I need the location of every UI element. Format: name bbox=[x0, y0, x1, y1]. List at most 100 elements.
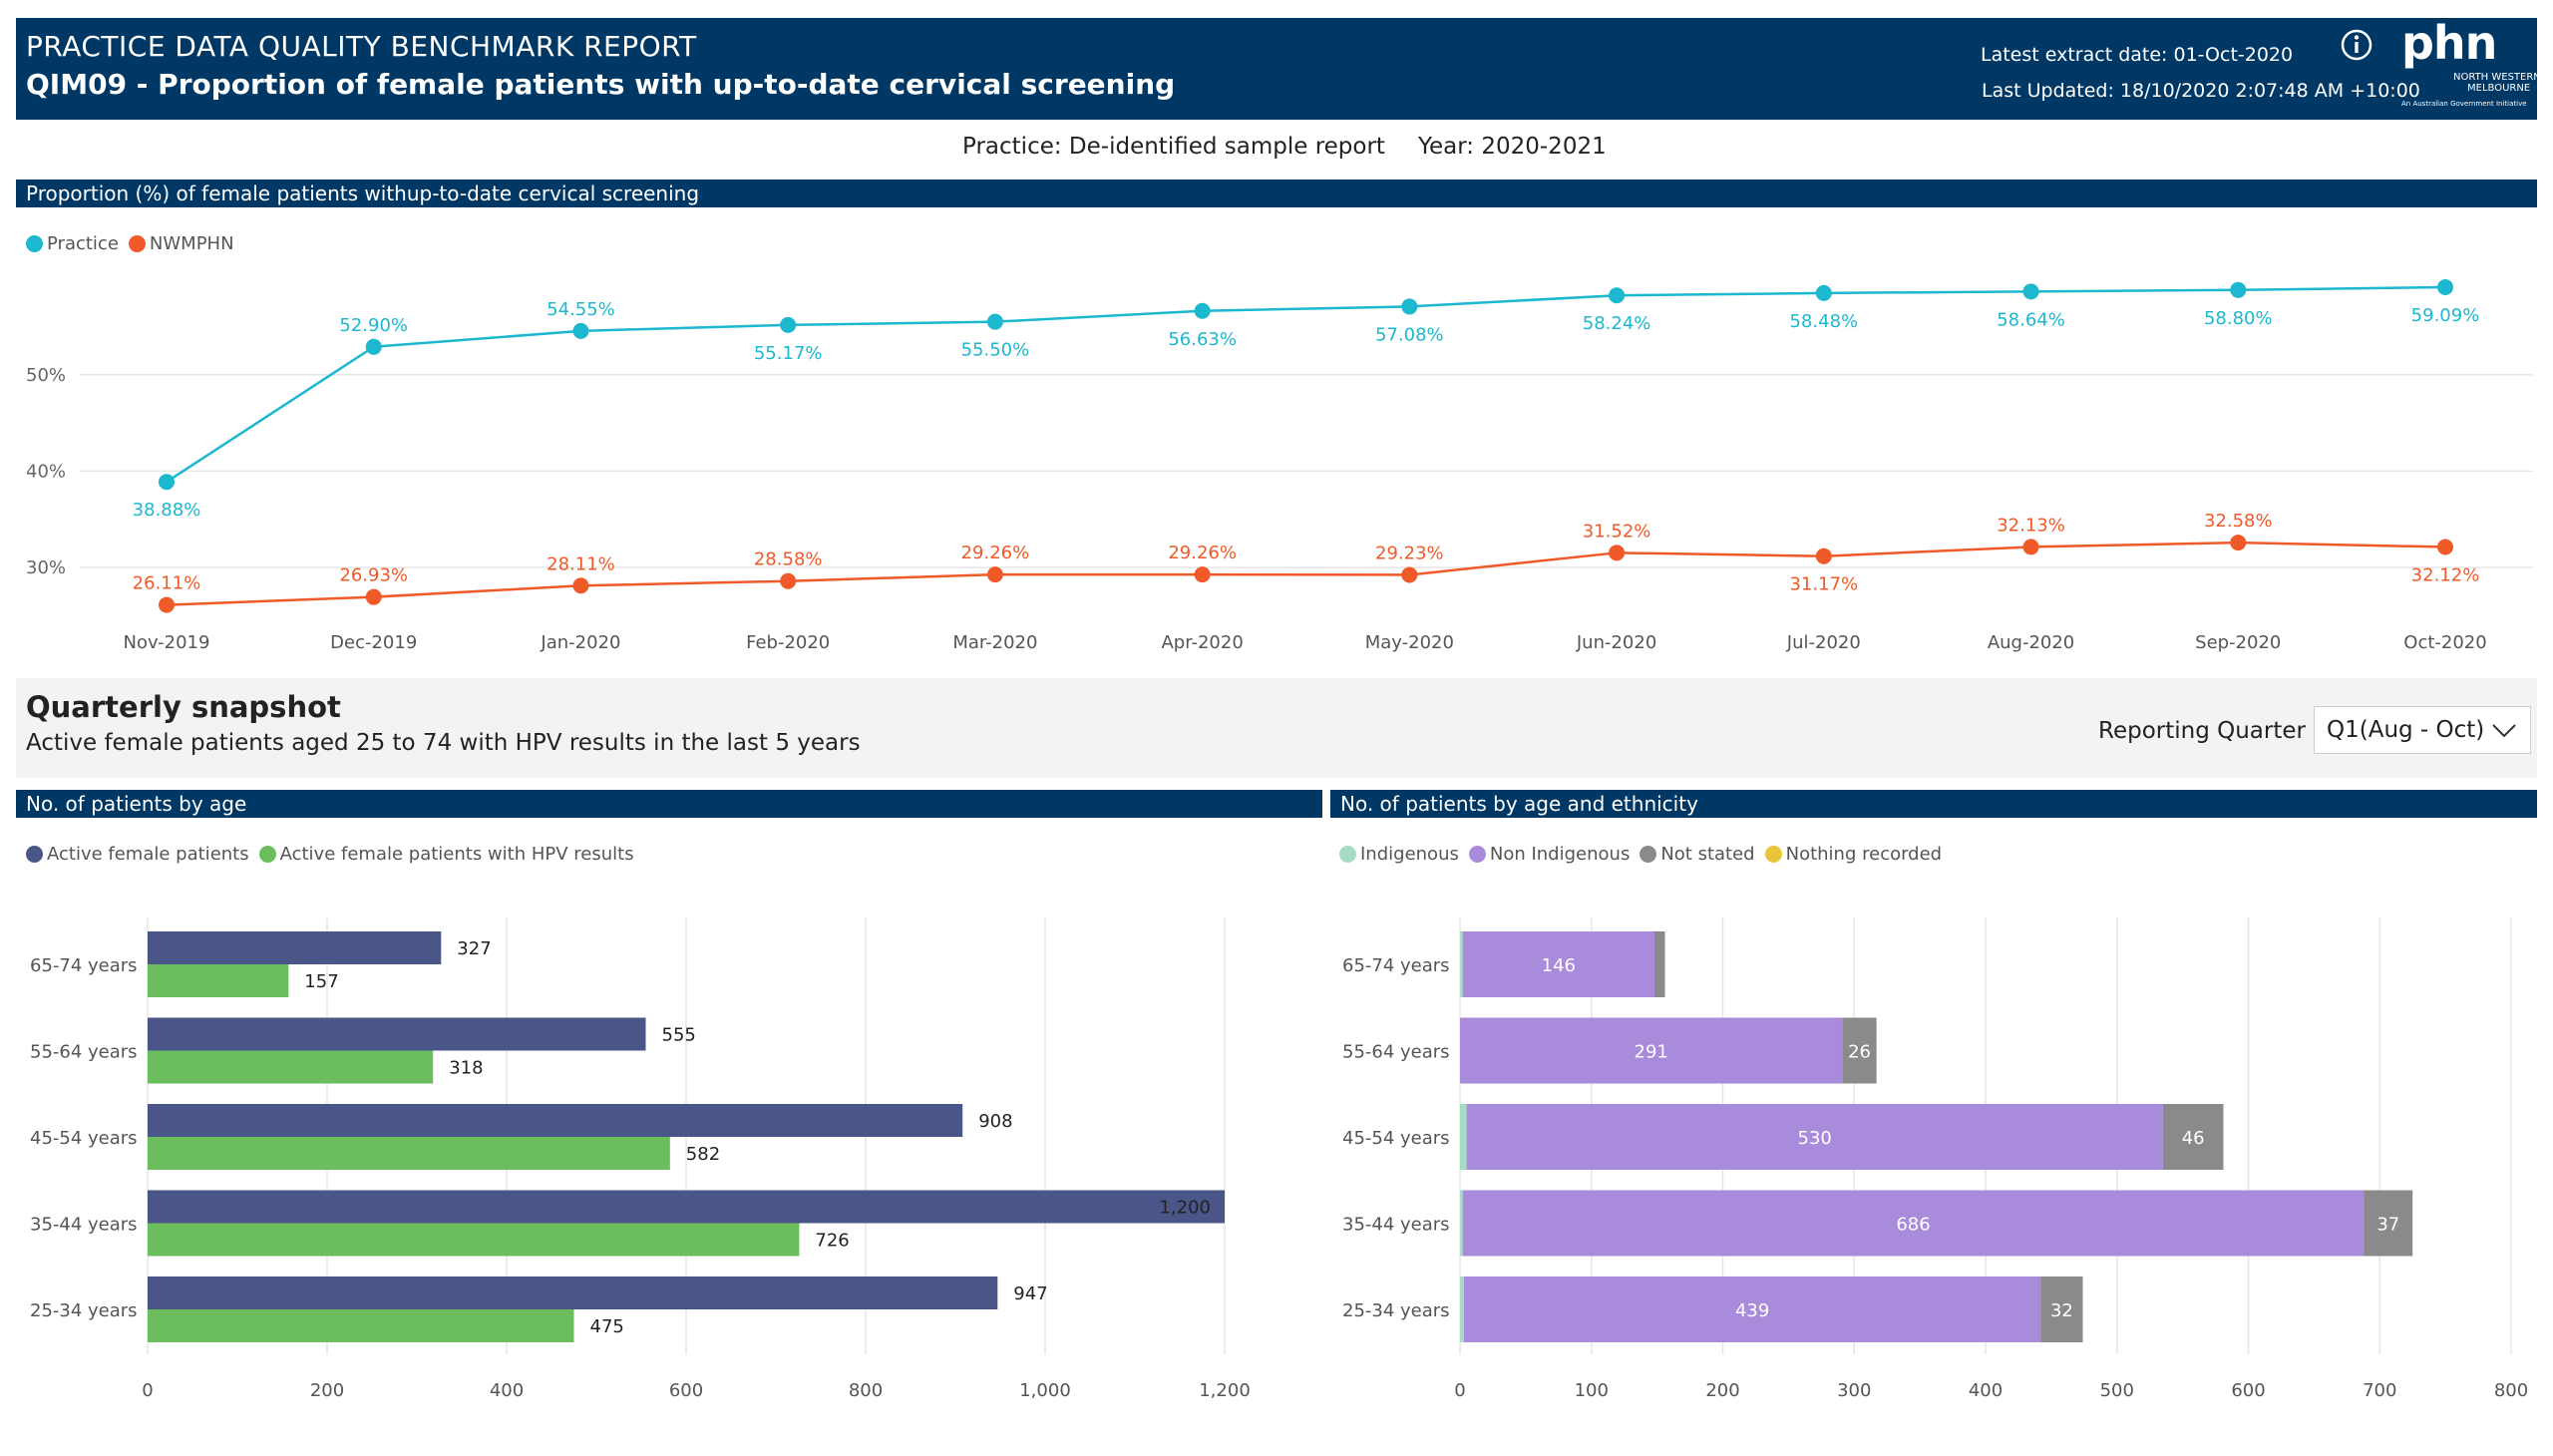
data-point bbox=[2022, 283, 2039, 300]
legend-active[interactable]: Active female patients bbox=[26, 844, 249, 865]
data-point bbox=[780, 572, 797, 589]
y-tick-label: 50% bbox=[26, 365, 66, 386]
bar-active bbox=[148, 1190, 1225, 1224]
legend-practice-label: Practice bbox=[47, 233, 119, 254]
last-updated: Last Updated: 18/10/2020 2:07:48 AM +10:… bbox=[1982, 80, 2420, 102]
eth-legend: Indigenous Non Indigenous Not stated Not… bbox=[1339, 844, 1952, 865]
data-point bbox=[572, 322, 589, 339]
bar-hpv bbox=[148, 1223, 800, 1257]
logo-line1: NORTH WESTERN bbox=[2453, 72, 2541, 83]
age-bar-chart: 0 200 400 600 800 1,000 1,200 65-74 years 327 157… bbox=[30, 917, 1251, 1401]
legend-indigenous-marker bbox=[1339, 846, 1356, 863]
legend-practice-marker bbox=[26, 235, 43, 252]
category-label: 25-34 years bbox=[30, 1300, 138, 1321]
bar-segment-not-stated bbox=[2162, 1104, 2224, 1170]
report-header: PRACTICE DATA QUALITY BENCHMARK REPORT Q… bbox=[16, 16, 2541, 120]
data-label: 582 bbox=[686, 1144, 720, 1165]
category-label: 65-74 years bbox=[1342, 955, 1450, 976]
x-tick-label: 0 bbox=[142, 1380, 153, 1401]
logo-tag: An Australian Government Initiative bbox=[2401, 100, 2527, 108]
data-label: 58.64% bbox=[1997, 309, 2065, 330]
category-label: 65-74 years bbox=[30, 955, 138, 976]
data-label: 908 bbox=[978, 1111, 1012, 1132]
x-tick-label: Mar-2020 bbox=[952, 632, 1037, 653]
data-point bbox=[780, 316, 797, 333]
legend-hpv[interactable]: Active female patients with HPV results bbox=[258, 844, 634, 865]
legend-active-marker bbox=[26, 846, 43, 863]
category-label: 55-64 years bbox=[30, 1042, 138, 1063]
legend-not-stated-label: Not stated bbox=[1660, 844, 1755, 865]
x-tick-label: 600 bbox=[2231, 1380, 2265, 1401]
data-label: 58.24% bbox=[1583, 313, 1651, 334]
bar-segment-non-indigenous bbox=[1460, 1017, 1843, 1084]
practice-label: Practice: De-identified sample report bbox=[962, 134, 1385, 160]
reporting-quarter-dropdown[interactable]: Q1(Aug - Oct) bbox=[2314, 706, 2531, 754]
x-tick-label: 1,000 bbox=[1019, 1380, 1071, 1401]
data-label: 26.11% bbox=[133, 573, 201, 594]
data-label: 38.88% bbox=[133, 500, 201, 521]
data-label: 32.12% bbox=[2411, 565, 2480, 586]
bar-segment-non-indigenous bbox=[1462, 1190, 2365, 1257]
data-label: 32.13% bbox=[1997, 515, 2065, 536]
data-point bbox=[365, 338, 382, 355]
data-label: 1,200 bbox=[1159, 1198, 1211, 1219]
legend-not-stated[interactable]: Not stated bbox=[1640, 844, 1755, 865]
legend-non-indigenous[interactable]: Non Indigenous bbox=[1468, 844, 1631, 865]
bar-active bbox=[148, 1017, 646, 1051]
x-tick-label: 700 bbox=[2363, 1380, 2396, 1401]
legend-indigenous-label: Indigenous bbox=[1360, 844, 1459, 865]
bar-hpv bbox=[148, 964, 289, 997]
legend-nothing-recorded[interactable]: Nothing recorded bbox=[1764, 844, 1942, 865]
x-tick-label: 800 bbox=[2494, 1380, 2528, 1401]
data-label: 29.26% bbox=[961, 543, 1030, 563]
bar-segment-non-indigenous bbox=[1463, 1276, 2041, 1342]
data-label: 58.80% bbox=[2204, 308, 2273, 329]
snapshot-title: Quarterly snapshot bbox=[26, 690, 341, 724]
data-point bbox=[1609, 287, 1626, 304]
reporting-quarter-value: Q1(Aug - Oct) bbox=[2327, 717, 2485, 743]
data-label: 32.58% bbox=[2204, 511, 2273, 532]
bar-segment-not-stated bbox=[2364, 1190, 2413, 1257]
legend-hpv-label: Active female patients with HPV results bbox=[279, 844, 634, 865]
data-point bbox=[1609, 545, 1626, 561]
x-tick-label: 200 bbox=[310, 1380, 344, 1401]
data-label: 686 bbox=[1896, 1215, 1930, 1236]
data-point bbox=[572, 577, 589, 594]
bar-active bbox=[148, 1104, 963, 1137]
data-label: 59.09% bbox=[2411, 305, 2480, 326]
data-point bbox=[1815, 547, 1832, 564]
snapshot-panel: Quarterly snapshot Active female patient… bbox=[16, 678, 2537, 778]
logo-text: phn bbox=[2401, 16, 2497, 70]
x-tick-label: Jun-2020 bbox=[1576, 632, 1656, 653]
data-point bbox=[2437, 539, 2453, 555]
series-line-nwmphn bbox=[166, 541, 2446, 606]
data-label: 439 bbox=[1735, 1300, 1769, 1321]
legend-not-stated-marker bbox=[1640, 846, 1657, 863]
bar-segment-non-indigenous bbox=[1462, 931, 1654, 997]
data-label: 726 bbox=[815, 1231, 849, 1252]
x-tick-label: Jan-2020 bbox=[540, 632, 620, 653]
trend-line-chart: 30% 40% 50% Nov-2019 Dec-2019 Jan-2020 Feb-202… bbox=[26, 278, 2533, 653]
data-label: 55.50% bbox=[961, 340, 1030, 361]
legend-nwmphn-label: NWMPHN bbox=[149, 233, 234, 254]
bar-segment-non-indigenous bbox=[1466, 1104, 2163, 1170]
age-legend: Active female patients Active female pat… bbox=[26, 844, 644, 865]
legend-non-indigenous-label: Non Indigenous bbox=[1489, 844, 1631, 865]
legend-nwmphn[interactable]: NWMPHN bbox=[128, 233, 234, 254]
legend-practice[interactable]: Practice bbox=[26, 233, 119, 254]
x-tick-label: 1,200 bbox=[1199, 1380, 1251, 1401]
legend-nothing-recorded-marker bbox=[1764, 846, 1782, 863]
x-tick-label: Dec-2019 bbox=[330, 632, 417, 653]
y-tick-label: 40% bbox=[26, 461, 66, 482]
x-tick-label: 800 bbox=[849, 1380, 883, 1401]
bar-segment-not-stated bbox=[2040, 1276, 2083, 1342]
data-point bbox=[159, 596, 175, 613]
x-tick-label: Nov-2019 bbox=[124, 632, 210, 653]
x-tick-label: 400 bbox=[1969, 1380, 2003, 1401]
data-point bbox=[2230, 281, 2247, 298]
info-icon[interactable] bbox=[2340, 28, 2373, 66]
data-label: 26.93% bbox=[339, 565, 408, 586]
x-tick-label: 600 bbox=[669, 1380, 703, 1401]
data-label: 28.58% bbox=[754, 549, 823, 570]
legend-indigenous[interactable]: Indigenous bbox=[1339, 844, 1459, 865]
